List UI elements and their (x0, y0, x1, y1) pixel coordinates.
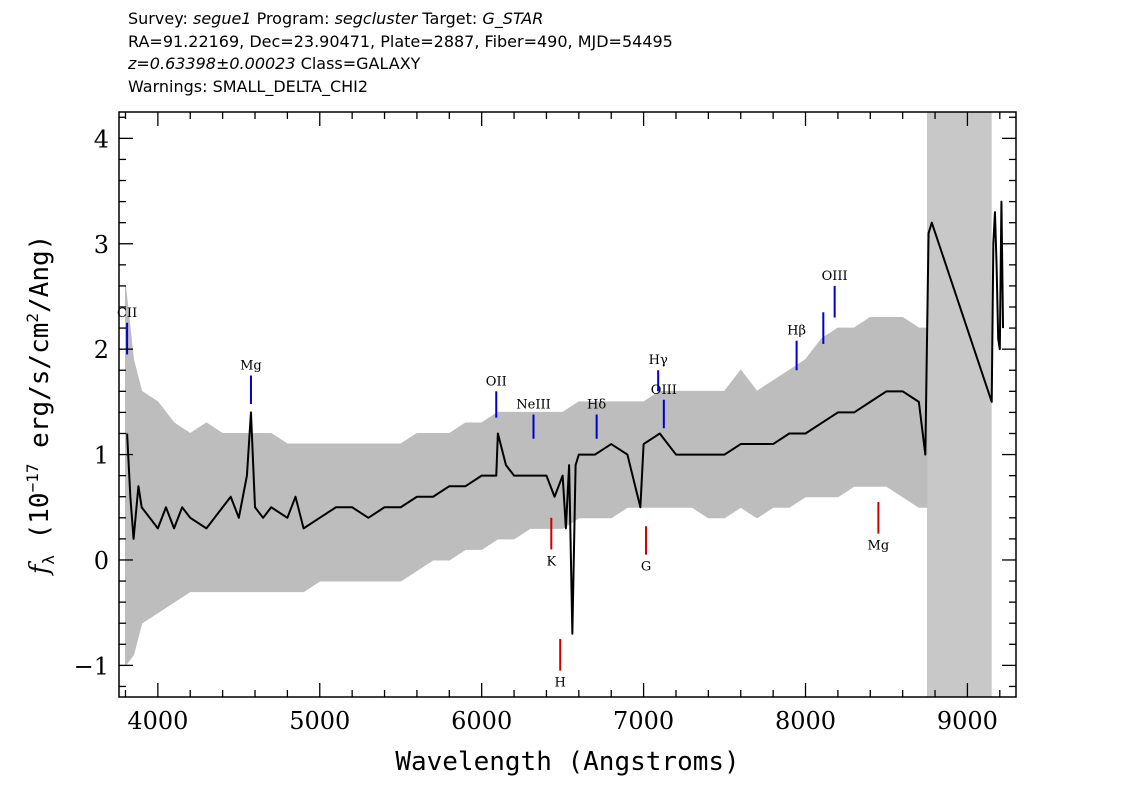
line-marker-label-2: OII (486, 374, 507, 389)
y-tick-label: 1 (94, 442, 109, 470)
y-axis-title: fλ (10−17 erg/s/cm2/Ang) (23, 235, 58, 577)
x-tick-label: 4000 (127, 707, 188, 735)
survey-value: segue1 (192, 9, 252, 28)
line-marker-layer: CII Mg OII NeIII Hδ Hγ OIII Hβ OIII K H G Mg (117, 269, 889, 691)
line-marker-label-11: H (555, 676, 566, 691)
x-tick-label: 8000 (775, 707, 836, 735)
redshift-value: z=0.63398±0.00023 (128, 54, 296, 73)
header-redshift-line: z=0.63398±0.00023 Class=GALAXY (128, 53, 673, 76)
header-coords-line: RA=91.22169, Dec=23.90471, Plate=2887, F… (128, 31, 673, 51)
tick-label-layer: 4000 5000 6000 7000 8000 9000 −1 0 1 2 3 4 (74, 125, 998, 735)
line-marker-label-10: K (546, 554, 556, 569)
header-survey-line: Survey: segue1 Program: segcluster Targe… (128, 8, 673, 31)
masked-region-layer (926, 112, 992, 697)
line-marker-label-13: Mg (868, 539, 890, 554)
y-tick-label: 3 (94, 231, 109, 259)
masked-region (926, 112, 992, 697)
class-value: Class=GALAXY (300, 54, 421, 73)
x-tick-label: 9000 (937, 707, 998, 735)
line-marker-label-6: OIII (651, 383, 677, 398)
target-label: Target: (422, 9, 478, 28)
line-marker-label-0: CII (117, 306, 137, 321)
flux-line (126, 200, 1005, 635)
program-label: Program: (256, 9, 330, 28)
line-marker-label-4: Hδ (587, 398, 606, 413)
target-value: G_STAR (482, 9, 544, 28)
y-tick-label: 0 (94, 547, 109, 575)
line-marker-label-8: OIII (822, 269, 848, 284)
x-tick-label: 6000 (451, 707, 512, 735)
flux-layer (126, 200, 1005, 635)
y-tick-label: 2 (94, 336, 109, 364)
line-marker-label-1: Mg (240, 359, 262, 374)
line-marker-label-3: NeIII (516, 398, 550, 413)
spectrum-header: Survey: segue1 Program: segcluster Targe… (128, 8, 673, 98)
line-marker-label-12: G (641, 560, 651, 575)
line-marker-label-5: Hγ (649, 353, 668, 368)
x-tick-label: 7000 (613, 707, 674, 735)
header-warnings-line: Warnings: SMALL_DELTA_CHI2 (128, 76, 369, 96)
survey-label: Survey: (128, 9, 188, 28)
y-tick-label: −1 (74, 652, 109, 680)
line-marker-label-7: Hβ (787, 324, 806, 339)
x-axis-title: Wavelength (Angstroms) (395, 747, 739, 777)
x-tick-label: 5000 (289, 707, 350, 735)
tick-layer (119, 112, 1016, 697)
program-value: segcluster (334, 9, 418, 28)
plot-frame (118, 111, 1017, 698)
y-tick-label: 4 (94, 125, 109, 153)
